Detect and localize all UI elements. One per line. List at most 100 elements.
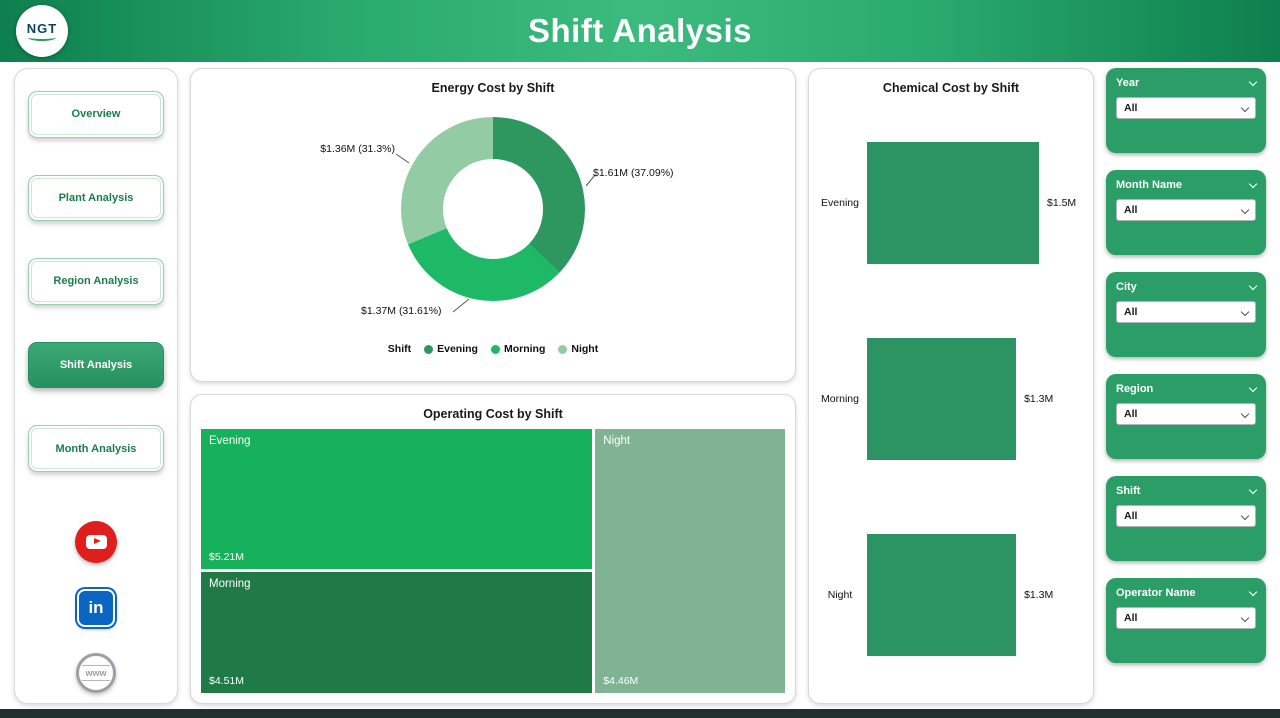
content: Overview Plant Analysis Region Analysis …: [0, 62, 1280, 704]
legend-label: Evening: [437, 343, 478, 355]
treemap-cell-evening[interactable]: Evening $5.21M: [201, 429, 593, 569]
sidebar-item-shift-analysis[interactable]: Shift Analysis: [28, 341, 164, 389]
treemap-cell-morning[interactable]: Morning $4.51M: [201, 571, 593, 693]
bar-night[interactable]: $1.3M: [867, 534, 1053, 656]
header: NGT Shift Analysis: [0, 0, 1280, 62]
filter-month-name: Month Name All: [1106, 170, 1266, 255]
selected-value: All: [1124, 204, 1138, 216]
treemap-value: $4.51M: [209, 675, 245, 687]
filter-shift: Shift All: [1106, 476, 1266, 561]
social-links: in www: [75, 520, 117, 693]
selected-value: All: [1124, 408, 1138, 420]
legend-dot-icon: [490, 344, 500, 354]
year-dropdown[interactable]: All: [1116, 97, 1256, 119]
category-label: Evening: [821, 197, 859, 209]
filter-label: Month Name: [1116, 179, 1182, 191]
chart-title: Energy Cost by Shift: [431, 81, 555, 95]
selected-value: All: [1124, 612, 1138, 624]
youtube-icon[interactable]: [75, 520, 117, 563]
sidebar-item-month-analysis[interactable]: Month Analysis: [28, 425, 164, 472]
bar-track: $1.3M: [867, 338, 1053, 460]
chevron-down-icon: [1240, 409, 1250, 418]
chevron-down-icon[interactable]: [1248, 383, 1258, 392]
sidebar-item-label: Overview: [71, 108, 121, 121]
bar-chart: Evening $1.5M Morning $1.3M Night: [809, 95, 1093, 703]
donut-chart[interactable]: [401, 117, 585, 301]
chevron-down-icon: [1240, 511, 1250, 520]
filter-label: Operator Name: [1116, 587, 1196, 599]
bar-value-label: $1.5M: [1047, 197, 1077, 209]
chevron-down-icon[interactable]: [1248, 485, 1258, 494]
filter-operator-name: Operator Name All: [1106, 578, 1266, 663]
month-name-dropdown[interactable]: All: [1116, 199, 1256, 221]
chevron-down-icon: [1240, 307, 1250, 316]
sidebar-item-label: Month Analysis: [55, 442, 137, 455]
bar-value-label: $1.3M: [1024, 393, 1054, 405]
sidebar-item-overview[interactable]: Overview: [28, 91, 164, 138]
filter-label: Year: [1116, 77, 1140, 89]
selected-value: All: [1124, 102, 1138, 114]
page-title: Shift Analysis: [528, 12, 752, 49]
data-label-morning: $1.37M (31.61%): [361, 305, 442, 317]
legend-title: Shift: [387, 343, 412, 355]
chevron-down-icon: [1240, 205, 1250, 214]
chevron-down-icon[interactable]: [1248, 77, 1258, 86]
chemical-cost-panel: Chemical Cost by Shift Evening $1.5M Mor…: [808, 68, 1094, 704]
treemap-chart: Evening $5.21M Morning $4.51M Night $4.4…: [201, 429, 785, 693]
legend-dot-icon: [558, 344, 568, 354]
website-icon[interactable]: www: [76, 652, 116, 693]
filter-label: Shift: [1116, 485, 1141, 497]
logo-text: NGT: [26, 21, 58, 36]
data-label-night: $1.36M (31.3%): [320, 143, 395, 155]
treemap-label: Night: [603, 435, 631, 447]
filter-label: City: [1116, 281, 1137, 293]
sidebar-item-plant-analysis[interactable]: Plant Analysis: [28, 174, 164, 222]
bar-row-night: Night $1.3M: [813, 520, 1085, 670]
category-label: Morning: [821, 393, 859, 405]
filter-city: City All: [1106, 272, 1266, 357]
donut-legend: Shift Evening Morning Night: [191, 341, 795, 355]
logo-swoosh-icon: [28, 34, 56, 41]
legend-label: Morning: [503, 343, 546, 355]
bar-value-label: $1.3M: [1024, 589, 1054, 601]
filter-label: Region: [1116, 383, 1154, 395]
bar-morning[interactable]: $1.3M: [867, 338, 1053, 460]
category-label: Night: [827, 589, 853, 601]
play-icon: [85, 534, 107, 549]
shift-dropdown[interactable]: All: [1116, 505, 1256, 527]
operating-cost-panel: Operating Cost by Shift Evening $5.21M M…: [190, 394, 796, 704]
operator-name-dropdown[interactable]: All: [1116, 607, 1256, 629]
chevron-down-icon[interactable]: [1248, 179, 1258, 188]
linkedin-glyph: in: [88, 597, 104, 617]
legend-dot-icon: [424, 344, 434, 354]
chevron-down-icon[interactable]: [1248, 587, 1258, 596]
sidebar-item-label: Shift Analysis: [59, 359, 133, 372]
www-glyph: www: [85, 667, 107, 678]
chevron-down-icon[interactable]: [1248, 281, 1258, 290]
treemap-label: Evening: [209, 435, 251, 447]
filter-region: Region All: [1106, 374, 1266, 459]
legend-item-night[interactable]: Night: [558, 343, 598, 355]
sidebar-item-label: Plant Analysis: [58, 191, 134, 204]
energy-cost-panel: Energy Cost by Shift $1.36M (31.3%) $1.6…: [190, 68, 796, 382]
nav-sidebar: Overview Plant Analysis Region Analysis …: [14, 68, 178, 704]
selected-value: All: [1124, 510, 1138, 522]
chevron-down-icon: [1240, 613, 1250, 622]
legend-item-evening[interactable]: Evening: [424, 343, 478, 355]
bar-track: $1.5M: [867, 142, 1076, 264]
sidebar-item-region-analysis[interactable]: Region Analysis: [28, 258, 164, 305]
selected-value: All: [1124, 306, 1138, 318]
bar-evening[interactable]: $1.5M: [867, 142, 1076, 264]
legend-item-morning[interactable]: Morning: [490, 343, 546, 355]
chart-title: Chemical Cost by Shift: [882, 81, 1020, 95]
legend-label: Night: [571, 343, 599, 355]
city-dropdown[interactable]: All: [1116, 301, 1256, 323]
linkedin-icon[interactable]: in: [77, 588, 115, 627]
treemap-value: $5.21M: [209, 550, 245, 563]
bottom-strip: [0, 709, 1280, 718]
treemap-cell-night[interactable]: Night $4.46M: [595, 429, 785, 693]
region-dropdown[interactable]: All: [1116, 403, 1256, 425]
chart-title: Operating Cost by Shift: [423, 407, 563, 421]
bar-row-morning: Morning $1.3M: [813, 324, 1085, 474]
sidebar-item-label: Region Analysis: [53, 275, 139, 288]
